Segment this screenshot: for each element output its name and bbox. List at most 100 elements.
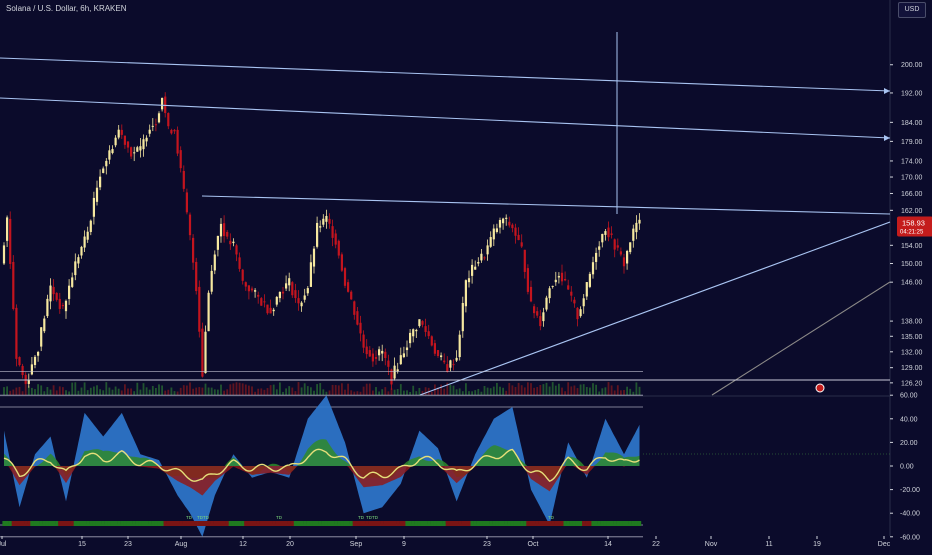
candle-body bbox=[303, 295, 306, 300]
signal-strip-segment bbox=[241, 521, 245, 526]
candle-body bbox=[241, 269, 244, 281]
signal-strip-segment bbox=[182, 521, 186, 526]
volume-bar bbox=[341, 383, 343, 395]
volume-bar bbox=[477, 388, 480, 395]
volume-bar bbox=[505, 390, 508, 395]
volume-bar bbox=[362, 386, 365, 395]
volume-bar bbox=[539, 384, 542, 395]
volume-bar bbox=[554, 385, 557, 395]
signal-strip-segment bbox=[417, 521, 422, 526]
candle-body bbox=[201, 328, 204, 377]
signal-strip-segment bbox=[572, 521, 577, 526]
signal-strip-segment bbox=[634, 521, 639, 526]
candle-body bbox=[291, 282, 294, 296]
volume-bar bbox=[173, 391, 176, 395]
volume-bar bbox=[43, 391, 46, 395]
volume-bar bbox=[96, 385, 98, 395]
signal-strip-segment bbox=[380, 521, 384, 526]
volume-bar bbox=[480, 391, 483, 395]
volume-bar bbox=[403, 390, 405, 395]
signal-strip-segment bbox=[399, 521, 403, 526]
price-tick-label: 135.00 bbox=[901, 334, 923, 341]
candle-body bbox=[2, 245, 6, 264]
candle-body bbox=[498, 219, 502, 228]
candle-body bbox=[483, 257, 486, 259]
volume-bar bbox=[570, 386, 573, 395]
signal-strip-segment bbox=[262, 521, 267, 526]
signal-strip-segment bbox=[371, 521, 375, 526]
candle-body bbox=[130, 147, 133, 157]
price-tick-label: 162.00 bbox=[901, 208, 923, 215]
volume-bar bbox=[99, 389, 101, 395]
candle-body bbox=[514, 227, 517, 236]
candle-body bbox=[15, 307, 18, 359]
oscillator-tick-label: -40.00 bbox=[900, 511, 920, 518]
candle-body bbox=[399, 355, 402, 365]
candle-body bbox=[526, 268, 529, 292]
signal-strip-segment bbox=[489, 521, 493, 526]
signal-strip-segment bbox=[293, 521, 298, 526]
price-tick-label: 170.00 bbox=[901, 175, 923, 182]
signal-strip-segment bbox=[402, 521, 406, 526]
candle-body bbox=[83, 236, 86, 248]
signal-strip-segment bbox=[250, 521, 254, 526]
candle-body bbox=[232, 241, 235, 244]
candle-body bbox=[49, 285, 52, 302]
signal-strip-segment bbox=[414, 521, 418, 526]
signal-strip-segment bbox=[287, 521, 291, 526]
signal-strip-segment bbox=[172, 521, 177, 526]
signal-strip-segment bbox=[247, 521, 251, 526]
signal-strip-segment bbox=[352, 521, 356, 526]
signal-strip-segment bbox=[17, 521, 22, 526]
volume-bar bbox=[198, 387, 201, 395]
volume-bar bbox=[251, 386, 253, 395]
volume-bar bbox=[130, 388, 132, 395]
signal-strip-segment bbox=[231, 521, 236, 526]
signal-strip-segment bbox=[219, 521, 223, 526]
signal-strip-segment bbox=[374, 521, 378, 526]
signal-strip-segment bbox=[538, 521, 542, 526]
candle-body bbox=[343, 268, 347, 286]
volume-bar bbox=[474, 390, 477, 395]
signal-strip-segment bbox=[73, 521, 77, 526]
signal-strip-segment bbox=[145, 521, 149, 526]
time-tick-label: Nov bbox=[705, 541, 718, 548]
signal-strip-segment bbox=[473, 521, 477, 526]
candle-body bbox=[192, 237, 195, 263]
signal-strip-segment bbox=[61, 521, 65, 526]
volume-bar bbox=[303, 383, 306, 395]
volume-bar bbox=[412, 385, 415, 395]
candle-body bbox=[142, 139, 145, 150]
signal-strip-segment bbox=[613, 521, 617, 526]
volume-bar bbox=[604, 387, 607, 395]
volume-bar bbox=[117, 388, 120, 395]
candle-body bbox=[9, 218, 12, 264]
candle-body bbox=[99, 176, 102, 188]
volume-bar bbox=[151, 385, 154, 395]
candle-body bbox=[539, 316, 542, 327]
price-tick-label: 200.00 bbox=[901, 62, 923, 69]
candle-body bbox=[55, 292, 58, 300]
candle-body bbox=[71, 277, 74, 287]
candle-body bbox=[632, 228, 635, 241]
oscillator-tick-label: 40.00 bbox=[900, 416, 918, 423]
candle-body bbox=[74, 261, 77, 276]
chart-title: Solana / U.S. Dollar, 6h, KRAKEN bbox=[6, 4, 127, 13]
signal-strip-segment bbox=[554, 521, 558, 526]
candle-body bbox=[145, 137, 148, 142]
volume-bar bbox=[313, 390, 315, 395]
volume-bar bbox=[34, 389, 36, 395]
volume-bar bbox=[232, 383, 235, 395]
candle-body bbox=[638, 219, 641, 224]
volume-bar bbox=[582, 384, 585, 395]
volume-bar bbox=[217, 389, 219, 395]
candle-body bbox=[579, 309, 582, 317]
signal-strip-segment bbox=[188, 521, 192, 526]
time-tick-label: 11 bbox=[765, 541, 772, 548]
currency-selector[interactable]: USD bbox=[898, 2, 926, 18]
candle-body bbox=[595, 252, 598, 262]
signal-label: TDTD bbox=[366, 515, 379, 520]
volume-bar bbox=[65, 390, 67, 395]
volume-bar bbox=[201, 387, 204, 395]
